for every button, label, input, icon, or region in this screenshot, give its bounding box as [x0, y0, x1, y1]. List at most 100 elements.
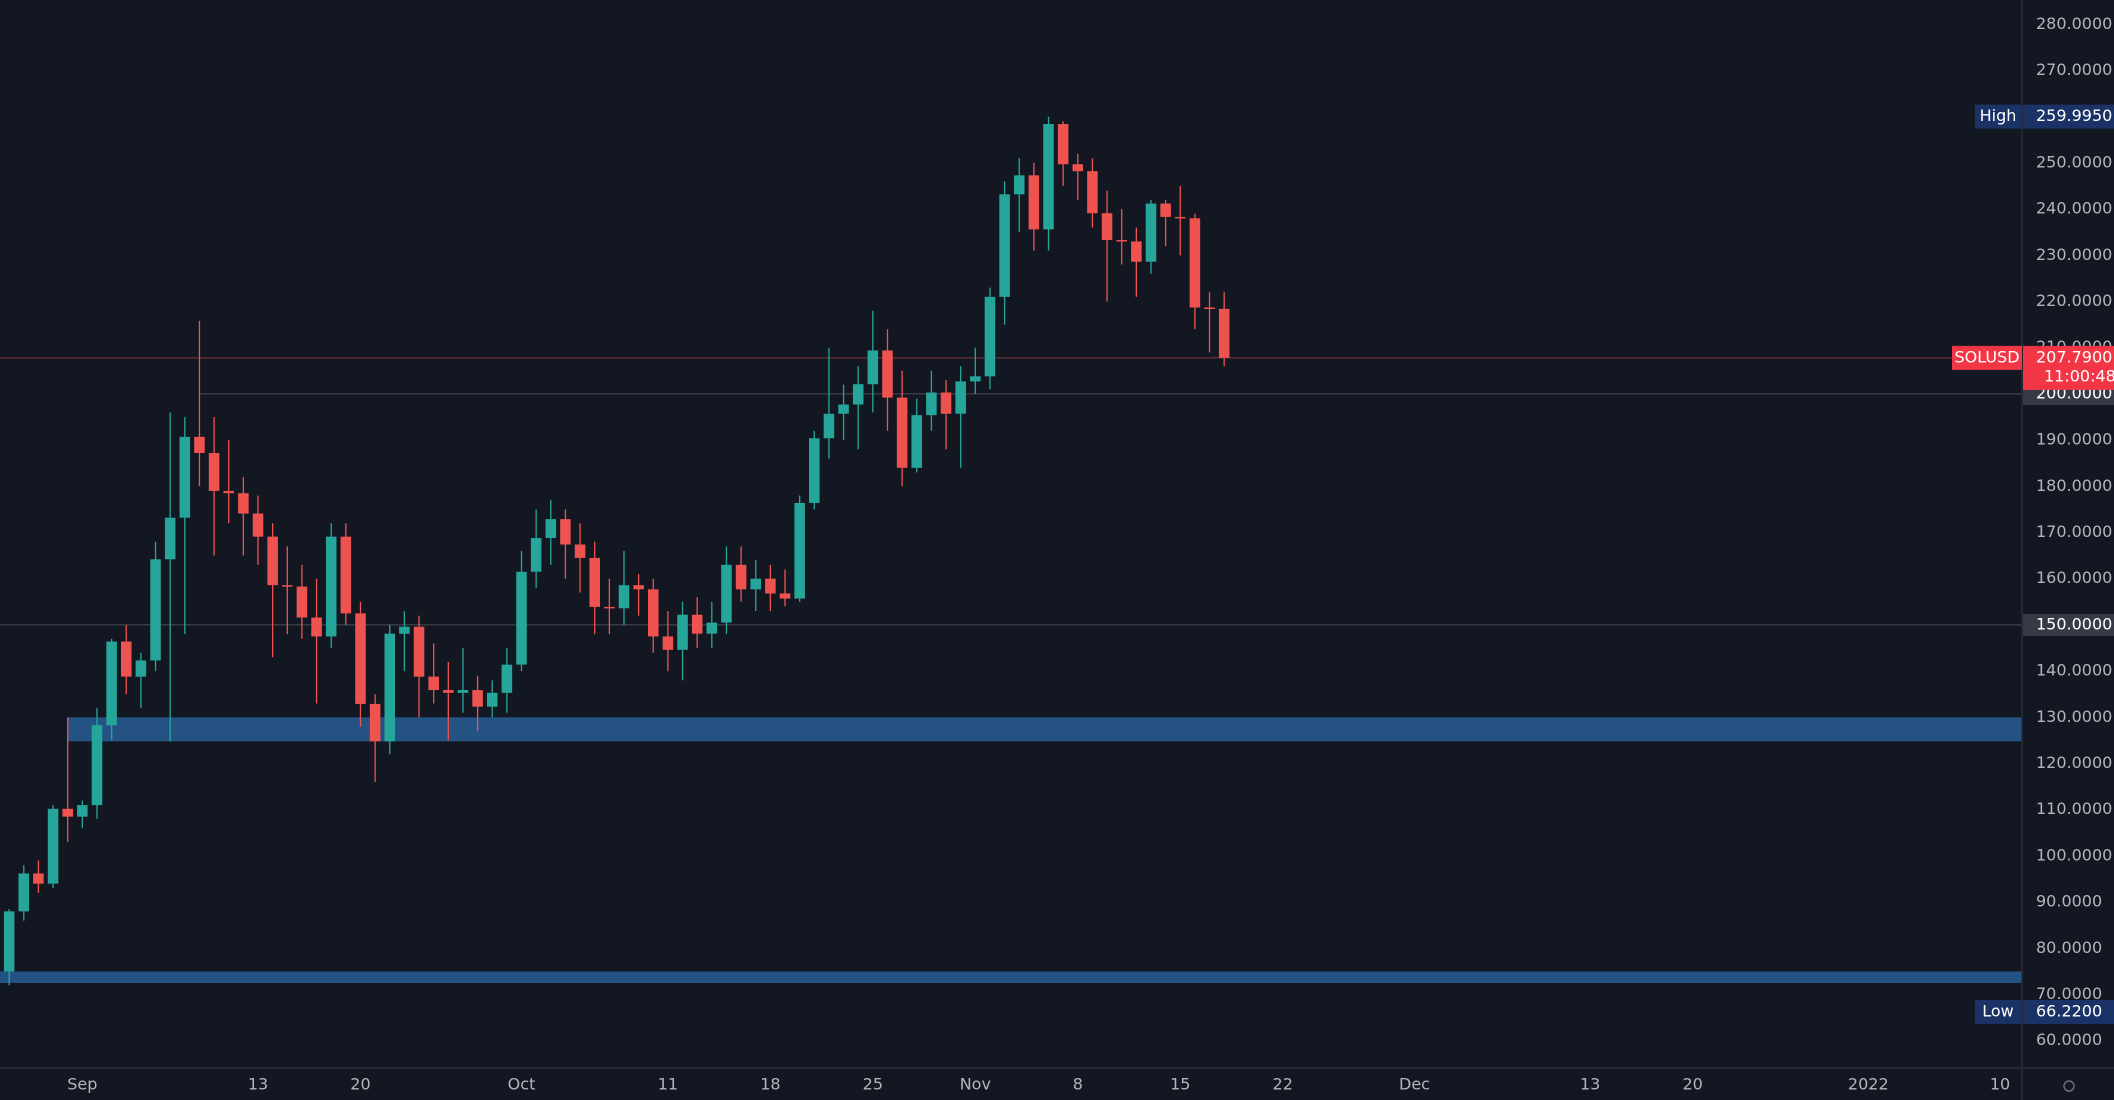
candle-body — [179, 436, 191, 518]
y-tick-label: 140.0000 — [2036, 661, 2112, 680]
candle-body — [838, 404, 849, 414]
x-tick-label: 2022 — [1848, 1075, 1889, 1094]
candle-body — [267, 536, 278, 586]
support-zone — [0, 971, 2022, 983]
high-marker-label: High — [1980, 106, 2017, 125]
y-tick-label: 230.0000 — [2036, 245, 2112, 264]
candle-body — [1174, 216, 1186, 219]
candle-body — [750, 578, 762, 590]
low-marker-label: Low — [1982, 1002, 2014, 1021]
x-tick-label: 15 — [1170, 1075, 1190, 1094]
high-marker-badge — [2023, 104, 2114, 129]
candle-body — [1072, 164, 1084, 172]
candle-body — [501, 664, 513, 693]
y-tick-label: 120.0000 — [2036, 753, 2112, 772]
y-tick-label: 100.0000 — [2036, 845, 2112, 864]
candle-body — [443, 690, 454, 693]
x-tick-label: Oct — [508, 1075, 536, 1094]
candle-body — [1218, 308, 1230, 358]
candle-body — [1087, 171, 1098, 214]
x-tick-label: 11 — [658, 1075, 678, 1094]
candle-body — [311, 617, 322, 637]
y-tick-label: 90.0000 — [2036, 892, 2102, 911]
x-tick-label: 18 — [760, 1075, 780, 1094]
candle-body — [413, 626, 425, 677]
x-tick-label: 10 — [1990, 1075, 2010, 1094]
candle-body — [340, 536, 352, 614]
candle-body — [1189, 218, 1201, 308]
candle-body — [765, 578, 776, 594]
y-tick-label: 170.0000 — [2036, 522, 2112, 541]
candle-body — [428, 676, 439, 691]
candle-body — [208, 453, 220, 491]
candle-body — [662, 636, 674, 650]
x-tick-label: 25 — [863, 1075, 883, 1094]
x-tick-label: 20 — [350, 1075, 370, 1094]
x-tick-label: Nov — [960, 1075, 991, 1094]
y-tick-label: 160.0000 — [2036, 568, 2112, 587]
x-tick-label: Dec — [1399, 1075, 1430, 1094]
candle-body — [1145, 203, 1157, 262]
candle-body — [794, 502, 805, 599]
candle-body — [604, 606, 615, 609]
x-tick-label: 13 — [248, 1075, 268, 1094]
settings-icon[interactable] — [2063, 1080, 2075, 1092]
candle-body — [809, 438, 820, 503]
candle-body — [955, 381, 966, 414]
y-tick-label: 60.0000 — [2036, 1030, 2102, 1049]
candle-body — [194, 436, 205, 454]
candle-body — [62, 808, 73, 817]
y-tick-label: 280.0000 — [2036, 14, 2112, 33]
candle-body — [560, 519, 571, 545]
candle-body — [18, 873, 30, 912]
candle-body — [91, 725, 103, 806]
candle-body — [457, 690, 469, 693]
candle-body — [1028, 175, 1040, 230]
candle-body — [252, 513, 264, 537]
candle-body — [1160, 203, 1171, 217]
candle-body — [896, 397, 908, 468]
candle-body — [399, 626, 410, 634]
candle-body — [238, 493, 249, 514]
y-tick-label: 270.0000 — [2036, 60, 2112, 79]
countdown: 11:00:48 — [2044, 366, 2114, 385]
candle-body — [1204, 307, 1215, 309]
x-tick-label: 13 — [1580, 1075, 1600, 1094]
candle-body — [911, 415, 923, 468]
y-tick-label: 130.0000 — [2036, 707, 2112, 726]
candle-body — [1057, 124, 1069, 165]
candle-body — [691, 614, 703, 634]
low-marker-tag — [1975, 1000, 2022, 1025]
candle-body — [545, 519, 557, 539]
candle-body — [823, 413, 835, 439]
level-badge — [2023, 613, 2114, 636]
candle-body — [633, 585, 644, 590]
candle-body — [384, 633, 396, 742]
candle-body — [282, 585, 293, 587]
x-tick-label: 22 — [1273, 1075, 1293, 1094]
candle-body — [647, 589, 659, 637]
candle-body — [970, 376, 981, 382]
candle-body — [3, 911, 15, 972]
candle-body — [296, 586, 308, 618]
low-marker-value: 66.2200 — [2036, 1002, 2102, 1021]
candle-body — [530, 538, 542, 572]
level-badge-label: 150.0000 — [2036, 614, 2112, 633]
high-marker-value: 259.9950 — [2036, 106, 2112, 125]
y-tick-label: 250.0000 — [2036, 152, 2112, 171]
candle-body — [472, 690, 483, 707]
candle-body — [618, 585, 630, 609]
candle-body — [779, 593, 791, 599]
candle-body — [999, 194, 1010, 297]
candle-body — [882, 350, 893, 398]
candle-body — [984, 296, 996, 377]
candle-body — [574, 544, 586, 558]
candle-body — [120, 641, 132, 677]
last-price-value: 207.7900 — [2036, 347, 2112, 366]
candle-body — [355, 613, 366, 704]
candle-body — [1116, 240, 1127, 242]
y-tick-label: 240.0000 — [2036, 199, 2112, 218]
candle-body — [940, 392, 952, 414]
